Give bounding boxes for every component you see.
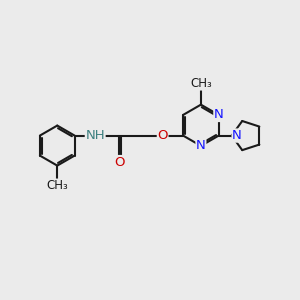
Text: O: O [158, 129, 168, 142]
Text: CH₃: CH₃ [190, 77, 212, 90]
Text: NH: NH [85, 129, 105, 142]
Text: N: N [232, 129, 242, 142]
Text: N: N [214, 109, 224, 122]
Text: O: O [114, 156, 124, 169]
Text: CH₃: CH₃ [46, 179, 68, 192]
Text: N: N [196, 140, 206, 152]
